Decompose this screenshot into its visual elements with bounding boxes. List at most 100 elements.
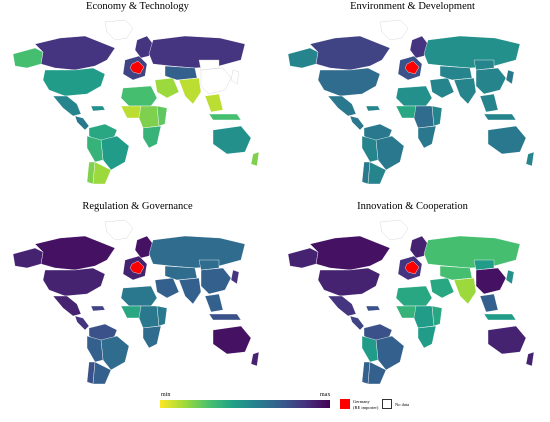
- region-southern-africa: [142, 125, 162, 149]
- region-east-africa: [431, 105, 443, 127]
- region-mongolia: [473, 59, 495, 71]
- region-alaska: [12, 247, 44, 269]
- region-central-america: [74, 115, 90, 131]
- region-caribbean: [365, 105, 381, 112]
- region-south-asia: [178, 277, 202, 305]
- region-se-asia: [204, 93, 224, 113]
- region-alaska: [12, 47, 44, 69]
- region-central-america: [349, 115, 365, 131]
- region-west-africa: [120, 305, 142, 319]
- region-south-asia: [178, 77, 202, 105]
- region-mexico: [327, 295, 357, 317]
- region-east-africa: [156, 105, 168, 127]
- germany-swatch: [340, 399, 350, 409]
- region-greenland: [104, 219, 134, 241]
- region-southern-africa: [417, 325, 437, 349]
- region-brazil: [100, 335, 130, 371]
- region-east-africa: [156, 305, 168, 327]
- region-scandinavia: [134, 35, 154, 59]
- region-central-africa: [138, 105, 160, 129]
- region-middle-east: [154, 77, 180, 99]
- region-china: [200, 67, 232, 95]
- panel-title: Innovation & Cooperation: [357, 201, 468, 212]
- region-china: [200, 267, 232, 295]
- world-map: [12, 219, 260, 384]
- region-japan: [230, 269, 240, 285]
- germany-legend-label: Germany (RE importer): [353, 399, 378, 410]
- region-china: [475, 267, 507, 295]
- region-usa: [42, 267, 106, 297]
- region-russia: [423, 235, 521, 269]
- region-canada: [34, 235, 116, 271]
- region-germany: [129, 60, 145, 75]
- region-south-asia: [453, 277, 477, 305]
- region-usa: [317, 67, 381, 97]
- region-canada: [309, 35, 391, 71]
- region-germany: [129, 260, 145, 275]
- region-north-africa: [120, 85, 158, 107]
- region-russia: [148, 35, 246, 69]
- region-caribbean: [90, 305, 106, 312]
- region-central-america: [74, 315, 90, 331]
- world-map: [287, 219, 535, 384]
- region-west-africa: [395, 305, 417, 319]
- panel-title: Regulation & Governance: [82, 201, 193, 212]
- region-mongolia: [198, 59, 220, 71]
- region-china: [475, 67, 507, 95]
- region-se-asia: [479, 93, 499, 113]
- region-canada: [34, 35, 116, 71]
- region-argentina: [367, 361, 387, 384]
- region-se-asia: [479, 293, 499, 313]
- region-indonesia: [483, 313, 517, 321]
- region-new-zealand: [250, 351, 260, 367]
- region-greenland: [104, 19, 134, 41]
- region-scandinavia: [409, 35, 429, 59]
- region-russia: [423, 35, 521, 69]
- region-argentina: [92, 161, 112, 184]
- region-middle-east: [429, 277, 455, 299]
- region-indonesia: [208, 113, 242, 121]
- region-southern-africa: [417, 125, 437, 149]
- region-australia: [487, 325, 527, 355]
- region-brazil: [100, 135, 130, 171]
- region-southern-africa: [142, 325, 162, 349]
- region-chile: [86, 361, 96, 384]
- region-west-africa: [120, 105, 142, 119]
- colorbar: [160, 400, 330, 408]
- region-chile: [361, 361, 371, 384]
- region-north-africa: [395, 285, 433, 307]
- world-map: [12, 19, 260, 184]
- region-caribbean: [90, 105, 106, 112]
- region-west-africa: [395, 105, 417, 119]
- legend: min max Germany (RE importer) No data: [160, 392, 550, 419]
- germany-label-line: (RE importer): [353, 404, 379, 410]
- region-germany: [404, 60, 420, 75]
- region-usa: [317, 267, 381, 297]
- region-peru-bolivia: [361, 135, 379, 163]
- no-data-swatch: [382, 399, 392, 409]
- region-canada: [309, 235, 391, 271]
- region-scandinavia: [409, 235, 429, 259]
- region-east-africa: [431, 305, 443, 327]
- region-central-africa: [413, 105, 435, 129]
- region-peru-bolivia: [86, 335, 104, 363]
- region-indonesia: [483, 113, 517, 121]
- region-japan: [505, 269, 515, 285]
- region-north-africa: [120, 285, 158, 307]
- region-scandinavia: [134, 235, 154, 259]
- region-greenland: [379, 219, 409, 241]
- region-argentina: [367, 161, 387, 184]
- region-new-zealand: [250, 151, 260, 167]
- region-central-asia: [164, 265, 198, 281]
- region-australia: [487, 125, 527, 155]
- region-indonesia: [208, 313, 242, 321]
- region-central-asia: [439, 265, 473, 281]
- region-chile: [86, 161, 96, 184]
- region-peru-bolivia: [361, 335, 379, 363]
- region-peru-bolivia: [86, 135, 104, 163]
- world-map: [287, 19, 535, 184]
- germany-label-line: Germany: [353, 399, 370, 404]
- region-new-zealand: [525, 151, 535, 167]
- region-australia: [212, 325, 252, 355]
